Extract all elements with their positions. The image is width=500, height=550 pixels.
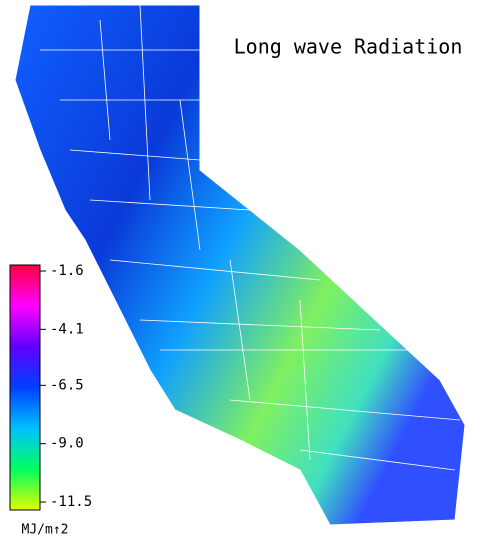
tick-label: -4.1: [50, 321, 84, 337]
county-lines: [40, 4, 461, 471]
california: [14, 4, 466, 526]
colorbar: [9, 264, 41, 511]
map-title: Long wave Radiation: [234, 35, 463, 59]
colorbar-unit: MJ/m↑2: [22, 523, 69, 538]
tick-label: -1.6: [50, 263, 84, 279]
tick-label: -11.5: [50, 494, 92, 510]
tick-label: -9.0: [50, 436, 84, 452]
colorbar-ticks: -1.6 -4.1 -6.5 -9.0 -11.5: [40, 263, 92, 510]
tick-label: -6.5: [50, 377, 84, 393]
